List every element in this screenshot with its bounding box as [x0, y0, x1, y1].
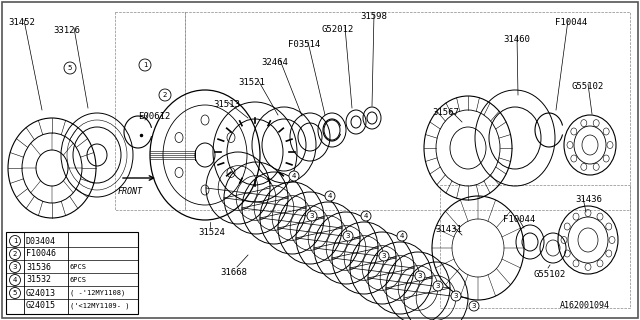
Text: 1: 1 [143, 62, 147, 68]
Text: 31668: 31668 [220, 268, 247, 277]
Bar [6, 232, 138, 314]
Text: 31598: 31598 [360, 12, 387, 21]
Text: 4: 4 [400, 233, 404, 239]
Text: 3: 3 [418, 273, 422, 279]
Circle shape [451, 291, 461, 301]
Text: 33126: 33126 [53, 26, 80, 35]
Text: F10046: F10046 [26, 250, 56, 259]
Text: 3: 3 [381, 253, 387, 259]
Text: 3: 3 [436, 283, 440, 289]
Circle shape [307, 211, 317, 221]
Text: G55102: G55102 [533, 270, 565, 279]
Text: 2: 2 [13, 251, 17, 257]
Text: 3: 3 [454, 293, 458, 299]
Text: ('<12MY1109- ): ('<12MY1109- ) [70, 303, 129, 309]
Circle shape [10, 236, 20, 246]
Text: 3: 3 [310, 213, 314, 219]
Text: F10044: F10044 [503, 215, 535, 224]
Circle shape [10, 261, 20, 273]
Text: 31452: 31452 [8, 18, 35, 27]
Text: 3: 3 [346, 233, 350, 239]
Circle shape [139, 59, 151, 71]
Text: G52012: G52012 [322, 25, 355, 34]
Text: D03404: D03404 [26, 236, 56, 245]
Circle shape [469, 301, 479, 311]
Circle shape [433, 281, 443, 291]
Circle shape [289, 171, 299, 181]
Text: A162001094: A162001094 [560, 301, 610, 310]
Text: G24015: G24015 [26, 301, 56, 310]
Circle shape [379, 251, 389, 261]
Text: 1: 1 [13, 238, 17, 244]
Text: 31513: 31513 [213, 100, 240, 109]
Circle shape [361, 211, 371, 221]
Circle shape [64, 62, 76, 74]
Circle shape [10, 249, 20, 260]
Text: 5: 5 [68, 65, 72, 71]
Text: G55102: G55102 [572, 82, 604, 91]
Text: F10044: F10044 [555, 18, 588, 27]
Text: 31436: 31436 [575, 195, 602, 204]
Text: 3: 3 [13, 264, 17, 270]
Text: 4: 4 [292, 173, 296, 179]
Text: 31521: 31521 [238, 78, 265, 87]
Text: 31460: 31460 [503, 35, 530, 44]
Text: 6PCS: 6PCS [70, 264, 87, 270]
Text: F03514: F03514 [288, 40, 320, 49]
Text: 4: 4 [328, 193, 332, 199]
Text: 2: 2 [163, 92, 167, 98]
Text: 31567: 31567 [432, 108, 459, 117]
Circle shape [343, 231, 353, 241]
Circle shape [397, 231, 407, 241]
Text: 3: 3 [472, 303, 476, 309]
Text: 5: 5 [13, 290, 17, 296]
Text: 4: 4 [13, 277, 17, 283]
Circle shape [415, 271, 425, 281]
Text: 6PCS: 6PCS [70, 277, 87, 283]
Text: E00612: E00612 [138, 112, 170, 121]
Text: 4: 4 [364, 213, 368, 219]
Text: 31524: 31524 [198, 228, 225, 237]
Text: FRONT: FRONT [118, 187, 143, 196]
Text: 32464: 32464 [261, 58, 288, 67]
Text: G24013: G24013 [26, 289, 56, 298]
Circle shape [10, 275, 20, 285]
Text: 31532: 31532 [26, 276, 51, 284]
Circle shape [325, 191, 335, 201]
Text: 31536: 31536 [26, 262, 51, 271]
Text: ( -'12MY1108): ( -'12MY1108) [70, 290, 125, 296]
Circle shape [159, 89, 171, 101]
Circle shape [10, 287, 20, 299]
Text: 31431: 31431 [435, 225, 462, 234]
